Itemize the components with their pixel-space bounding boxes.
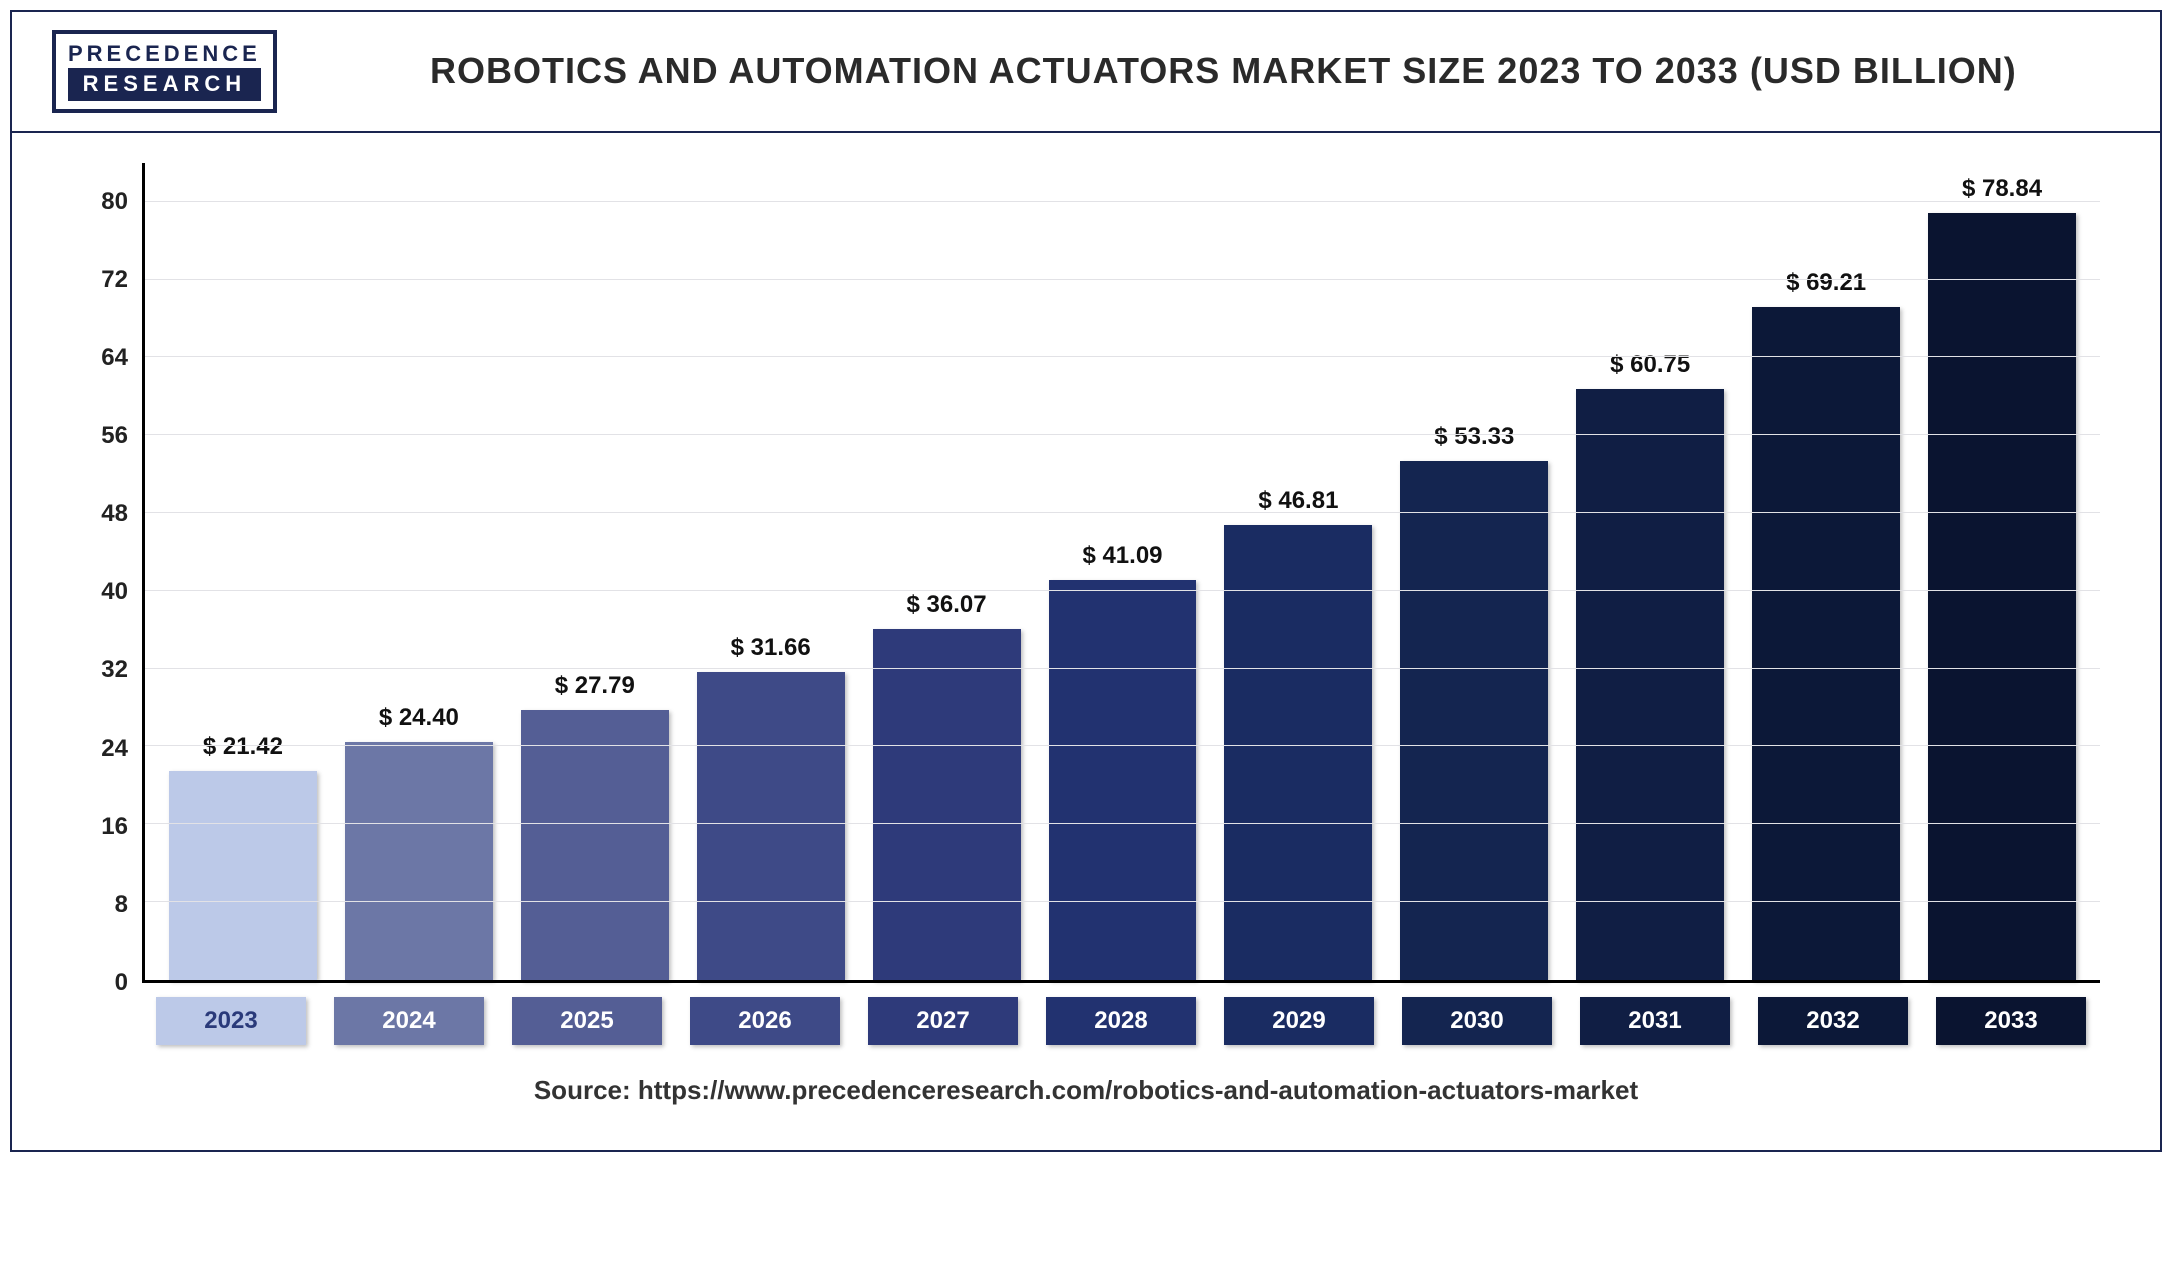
header-row: PRECEDENCE RESEARCH ROBOTICS AND AUTOMAT… (12, 12, 2160, 133)
bar-value-label: $ 41.09 (1082, 542, 1162, 570)
bar-value-label: $ 46.81 (1258, 487, 1338, 515)
bar-value-label: $ 27.79 (555, 672, 635, 700)
bar-slot: $ 60.75 (1562, 163, 1738, 980)
bar-value-label: $ 36.07 (907, 591, 987, 619)
x-category-label: 2032 (1758, 997, 1908, 1045)
x-category-label: 2029 (1224, 997, 1374, 1045)
gridline (145, 434, 2100, 435)
x-category-label: 2023 (156, 997, 306, 1045)
plot-wrap: 08162432404856647280 $ 21.42$ 24.40$ 27.… (72, 163, 2100, 983)
bar-value-label: $ 53.33 (1434, 423, 1514, 451)
bar-rect (697, 672, 845, 980)
bars-row: $ 21.42 $ 24.40 $ 27.79 $ 31.66 $ 36.07 $ 41.… (145, 163, 2100, 980)
plot-area: $ 21.42 $ 24.40 $ 27.79 $ 31.66 $ 36.07 $ 41.… (142, 163, 2100, 983)
bar-rect (1049, 580, 1197, 980)
gridline (145, 590, 2100, 591)
y-tick-label: 0 (115, 969, 128, 997)
bar-slot: $ 69.21 (1738, 163, 1914, 980)
bar-value-label: $ 24.40 (379, 704, 459, 732)
y-tick-label: 8 (115, 891, 128, 919)
y-tick-label: 56 (101, 422, 128, 450)
bar-rect (1752, 307, 1900, 980)
x-category-label: 2031 (1580, 997, 1730, 1045)
chart-title: ROBOTICS AND AUTOMATION ACTUATORS MARKET… (327, 50, 2120, 92)
bar-rect (1224, 525, 1372, 980)
y-tick-label: 32 (101, 656, 128, 684)
bar-slot: $ 53.33 (1386, 163, 1562, 980)
y-tick-label: 16 (101, 813, 128, 841)
x-category-label: 2028 (1046, 997, 1196, 1045)
gridline (145, 823, 2100, 824)
bar-slot: $ 27.79 (507, 163, 683, 980)
logo-line-1: PRECEDENCE (68, 42, 261, 66)
gridline (145, 512, 2100, 513)
gridline (145, 745, 2100, 746)
bar-rect (873, 629, 1021, 980)
bar-rect (1928, 213, 2076, 980)
bar-rect (1576, 389, 1724, 980)
bar-value-label: $ 21.42 (203, 733, 283, 761)
x-category-label: 2026 (690, 997, 840, 1045)
x-category-label: 2033 (1936, 997, 2086, 1045)
gridline (145, 201, 2100, 202)
y-axis: 08162432404856647280 (72, 163, 142, 983)
y-tick-label: 64 (101, 344, 128, 372)
x-category-label: 2025 (512, 997, 662, 1045)
y-tick-label: 48 (101, 500, 128, 528)
bar-slot: $ 46.81 (1210, 163, 1386, 980)
bar-value-label: $ 78.84 (1962, 175, 2042, 203)
bar-slot: $ 21.42 (155, 163, 331, 980)
chart-body: 0 8 16 24 32 40 48 56 64 72 80 $ 21.42 $ 24.40 $ 27.… (12, 133, 2160, 1150)
x-category-label: 2030 (1402, 997, 1552, 1045)
bar-value-label: $ 31.66 (731, 634, 811, 662)
y-tick-label: 80 (101, 188, 128, 216)
bar-value-label: $ 60.75 (1610, 351, 1690, 379)
bar-slot: $ 36.07 (859, 163, 1035, 980)
bar-value-label: $ 69.21 (1786, 269, 1866, 297)
bar-slot: $ 24.40 (331, 163, 507, 980)
bar-slot: $ 31.66 (683, 163, 859, 980)
bar-rect (521, 710, 669, 980)
logo-line-2: RESEARCH (68, 68, 261, 101)
x-category-label: 2024 (334, 997, 484, 1045)
gridline (145, 901, 2100, 902)
y-tick-label: 24 (101, 735, 128, 763)
y-tick-label: 40 (101, 578, 128, 606)
bar-rect (169, 771, 317, 979)
x-category-label: 2027 (868, 997, 1018, 1045)
gridline (145, 668, 2100, 669)
brand-logo: PRECEDENCE RESEARCH (52, 30, 277, 113)
source-label: Source: https://www.precedenceresearch.c… (72, 1045, 2100, 1130)
gridline (145, 279, 2100, 280)
chart-frame: PRECEDENCE RESEARCH ROBOTICS AND AUTOMAT… (10, 10, 2162, 1152)
bar-slot: $ 78.84 (1914, 163, 2090, 980)
bar-rect (345, 742, 493, 979)
bar-slot: $ 41.09 (1035, 163, 1211, 980)
y-tick-label: 72 (101, 266, 128, 294)
x-axis: 2023 2024 2025 2026 2027 2028 2029 2030 2031 2032… (72, 997, 2100, 1045)
gridline (145, 356, 2100, 357)
